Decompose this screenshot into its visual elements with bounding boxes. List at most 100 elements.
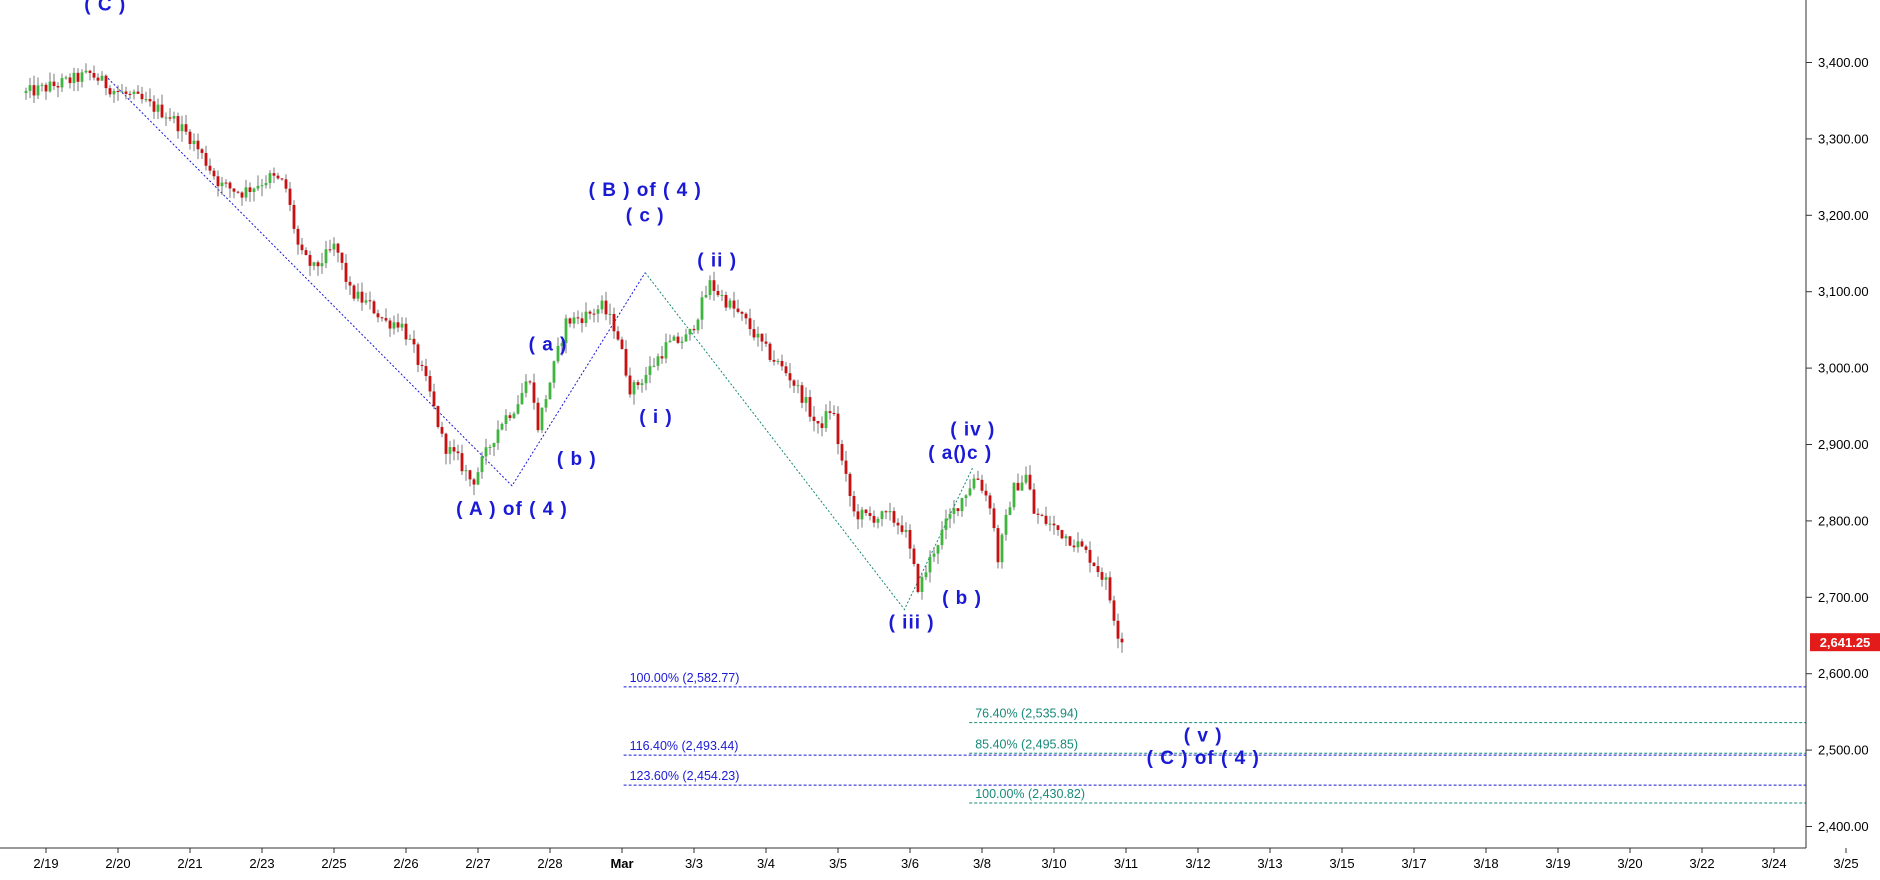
wave-label: ( c ) [626,205,665,226]
candle-body [800,385,804,403]
candle-body [264,183,268,186]
candle-body [864,509,868,514]
candle-body [472,479,476,485]
candle-body [164,117,168,119]
candle-body [972,478,976,489]
candle-body [860,509,864,520]
wave-label: ( iii ) [889,613,935,634]
candle-body [964,495,968,499]
candle-body [1048,523,1052,525]
candle-body [168,117,172,119]
candle-body [476,472,480,485]
candle-body [480,456,484,473]
candle-body [1100,572,1104,580]
candle-body [228,182,232,189]
x-tick-label: 2/23 [249,856,274,871]
candle-body [492,442,496,448]
candle-body [360,291,364,303]
y-tick-label: 3,000.00 [1818,361,1869,376]
candle-body [732,300,736,309]
last-price-box [1810,633,1880,652]
candle-body [184,124,188,132]
candle-body [116,91,120,93]
candle-body [596,309,600,314]
candle-body [1032,489,1036,514]
candle-body [580,318,584,324]
candle-body [632,382,636,395]
candle-body [536,402,540,431]
x-tick-label: 2/26 [393,856,418,871]
candle-body [932,553,936,557]
candle-body [324,249,328,264]
candle-body [32,85,36,96]
candle-body [316,262,320,267]
candle-body [440,426,444,434]
candle-body [716,290,720,296]
candle-body [564,318,568,344]
candle-body [728,300,732,308]
candle-body [672,336,676,341]
y-tick-label: 2,400.00 [1818,819,1869,834]
candle-body [720,294,724,296]
candle-body [852,495,856,512]
candle-body [1060,529,1064,539]
candle-body [868,513,872,516]
x-tick-label: 3/17 [1401,856,1426,871]
candle-body [232,188,236,192]
candle-body [844,460,848,474]
candle-body [680,341,684,343]
candle-body [1108,577,1112,601]
candle-body [928,556,932,573]
candle-body [152,101,156,112]
candle-body [644,374,648,384]
candle-body [840,444,844,461]
candle-body [44,84,48,92]
candle-body [384,318,388,321]
candle-body [388,320,392,329]
candle-body [56,86,60,88]
candle-body [192,140,196,144]
candle-body [736,308,740,312]
candle-body [968,488,972,496]
candle-body [976,478,980,480]
candle-body [752,329,756,338]
candle-body [428,376,432,392]
candle-body [292,204,296,229]
candle-body [512,413,516,419]
candle-body [448,447,452,454]
candle-body [144,99,148,101]
candle-body [452,447,456,452]
candle-body [904,530,908,532]
candle-body [740,311,744,314]
candle-body [1076,541,1080,548]
candle-body [304,250,308,255]
candle-body [220,182,224,187]
candle-body [1056,525,1060,530]
candle-body [128,93,132,95]
candle-body [224,182,228,184]
candle-body [652,365,656,367]
candle-body [700,297,704,320]
fib-level-label: 85.40% (2,495.85) [975,737,1078,751]
candle-body [356,291,360,299]
candle-body [484,447,488,457]
wave-trend-line [104,75,646,487]
x-tick-label: 3/22 [1689,856,1714,871]
candle-body [692,328,696,331]
candle-body [952,508,956,514]
candle-body [792,380,796,386]
candle-body [828,411,832,413]
wave-label: ( c ) [953,443,992,464]
candle-body [196,140,200,150]
candle-body [320,263,324,267]
candle-body [940,529,944,546]
candle-body [572,317,576,324]
candle-body [1044,515,1048,524]
candle-body [500,423,504,430]
x-tick-label: 3/8 [973,856,991,871]
last-price-label: 2,641.25 [1820,635,1871,650]
candle-body [504,415,508,424]
candle-body [724,294,728,308]
